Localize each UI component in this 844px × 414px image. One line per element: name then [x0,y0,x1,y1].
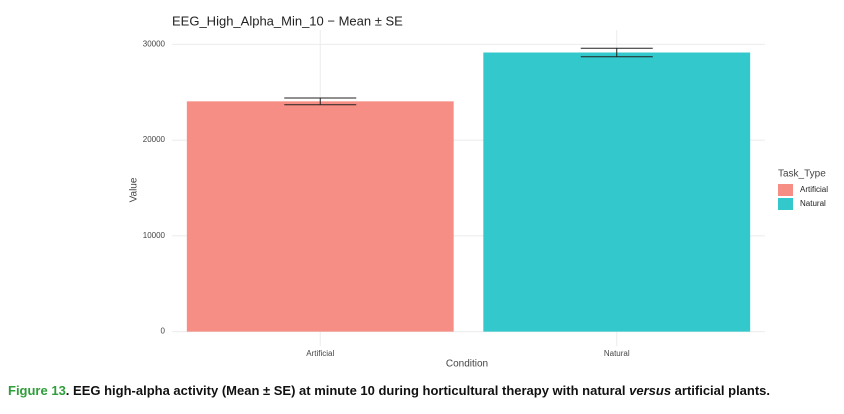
caption-text: artificial plants. [671,383,771,398]
caption-label: Figure 13 [8,383,66,398]
y-axis-title: Value [129,177,140,202]
x-tick-label: Natural [604,349,630,358]
y-tick-label: 30000 [143,39,166,48]
error-bar [580,47,653,58]
y-tick-label: 0 [161,327,166,336]
legend-title: Task_Type [778,169,826,180]
x-axis-title: Condition [446,359,488,370]
legend-swatch [778,184,793,196]
bar [483,52,751,332]
caption-text: . EEG high-alpha activity (Mean ± SE) at… [65,383,630,398]
legend-swatch [778,198,793,210]
chart: EEG_High_Alpha_Min_10 − Mean ± SE Condit… [129,13,829,370]
legend-label: Artificial [800,185,828,194]
chart-title: EEG_High_Alpha_Min_10 − Mean ± SE [172,13,403,28]
y-tick-label: 10000 [143,231,166,240]
y-tick-label: 20000 [143,135,166,144]
legend-label: Natural [800,199,826,208]
caption: Figure 13. EEG high-alpha activity (Mean… [8,383,770,398]
error-bar [284,97,357,106]
caption-italic: versus [629,383,672,398]
bar [186,101,454,332]
x-tick-label: Artificial [306,349,334,358]
